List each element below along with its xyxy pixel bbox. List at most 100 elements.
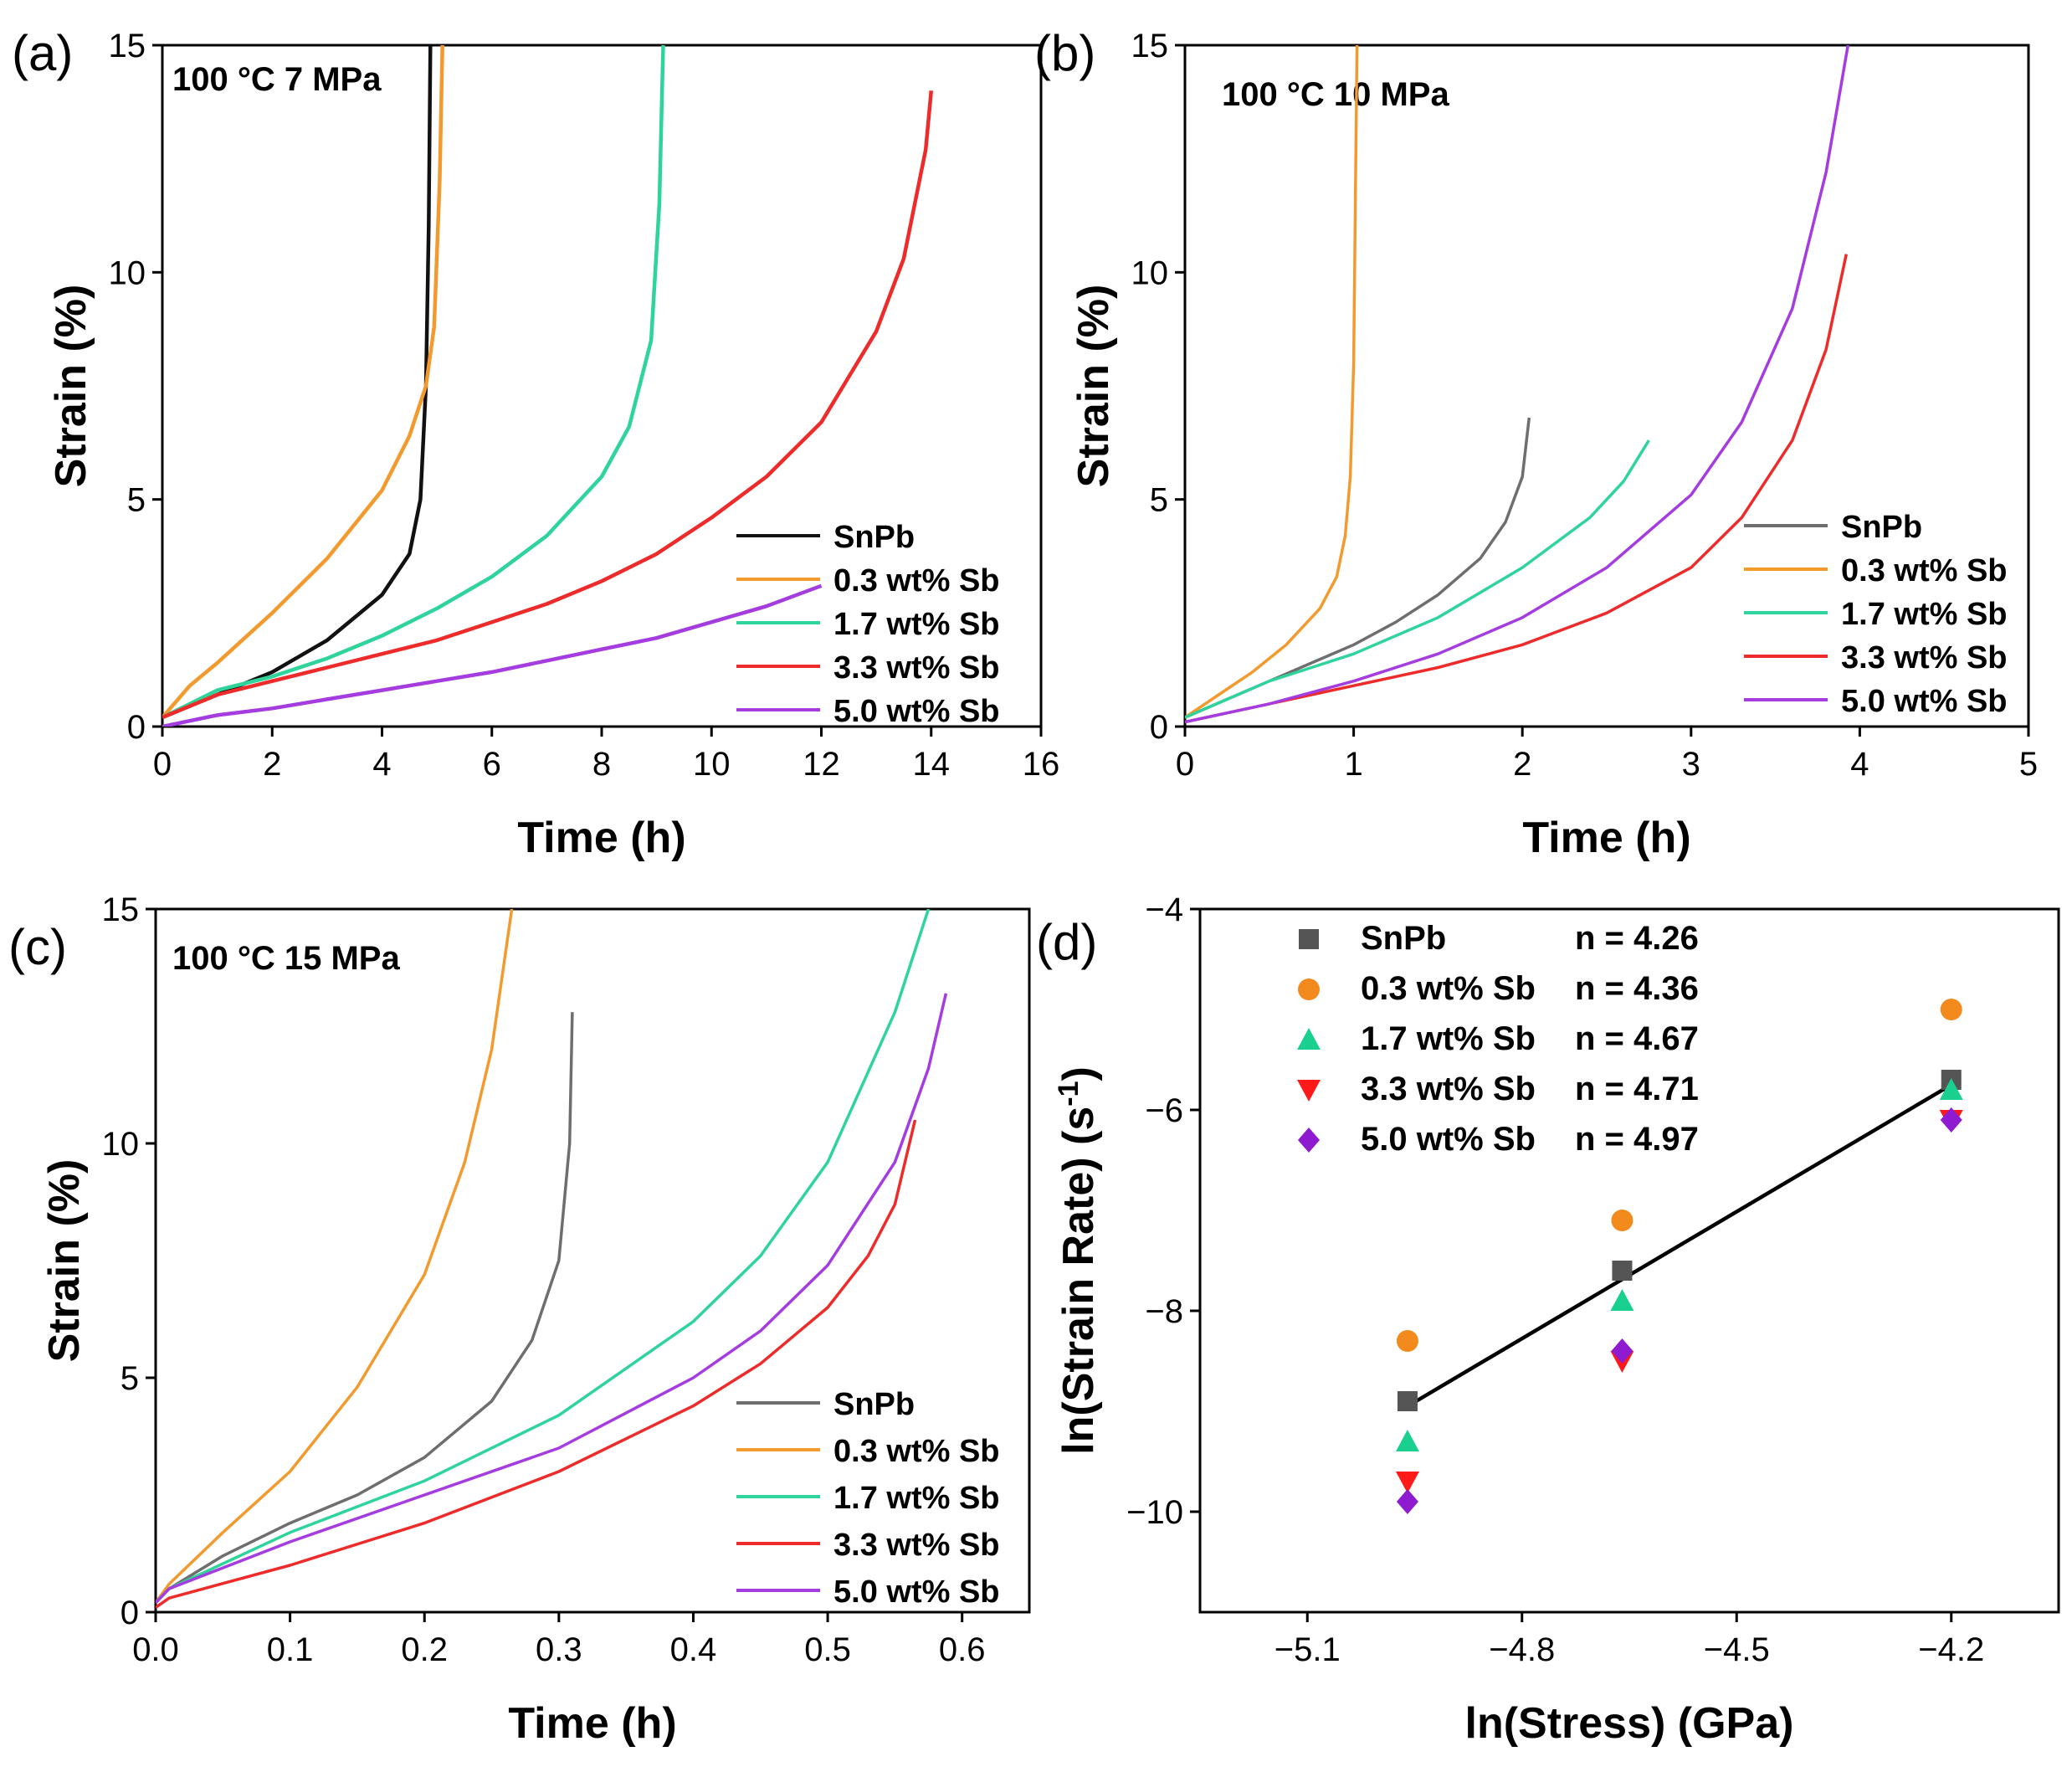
legend-marker-d-2 — [1297, 1028, 1321, 1050]
series-line-b-1 — [1185, 45, 1359, 719]
legend-label-d-0: SnPb — [1361, 920, 1446, 957]
data-point-1-1 — [1611, 1210, 1633, 1231]
plot-frame-c — [154, 907, 1031, 1614]
series-line-c-2 — [156, 909, 931, 1605]
x-tick-label-a: 0 — [153, 746, 172, 783]
legend-marker-d-1 — [1298, 979, 1320, 1000]
y-tick-label-a: 5 — [127, 482, 146, 519]
y-tick-label-b: 10 — [1131, 254, 1169, 291]
legend-label-c-0: SnPb — [833, 1387, 915, 1422]
legend-marker-d-0 — [1299, 929, 1319, 949]
y-tick-label-b: 5 — [1150, 482, 1168, 519]
y-tick-label-b: 0 — [1150, 709, 1168, 746]
data-point-1-2 — [1940, 999, 1962, 1020]
series-line-b-0 — [1185, 417, 1531, 719]
x-axis-title-c: Time (h) — [508, 1699, 676, 1748]
x-tick-label-c: 0.3 — [536, 1631, 582, 1668]
panel-c: 0.0 0.1 0.2 0.3 0.4 0.5 0.6 0 5 10 15 (c) Time (h) St… — [8, 891, 1031, 1748]
x-tick-label-b: 4 — [1850, 746, 1869, 783]
series-line-a-3 — [162, 90, 934, 720]
legend-label-c-4: 5.0 wt% Sb — [833, 1574, 1000, 1610]
y-tick-label-a: 0 — [127, 709, 146, 746]
x-tick-label-a: 16 — [1023, 746, 1060, 783]
y-axis-title-c: Strain (%) — [40, 1159, 89, 1363]
data-point-3-0 — [1395, 1472, 1419, 1493]
x-tick-label-a: 14 — [913, 746, 951, 783]
y-tick-label-c: 5 — [121, 1360, 139, 1397]
panel-b: 0 1 2 3 4 5 0 5 10 15 (b) Time (h) Strain (%) 100 °C … — [1034, 25, 2038, 862]
legend-label-d-4: 5.0 wt% Sb — [1361, 1121, 1536, 1158]
y-tick-label-a: 15 — [109, 28, 146, 64]
x-axis-title-a: Time (h) — [517, 814, 685, 862]
data-point-2-2 — [1939, 1078, 1963, 1100]
y-axis-title-d: ln(Strain Rate) (s-1) — [1053, 1066, 1103, 1455]
series-line-a-0 — [162, 45, 433, 720]
condition-annotation-c: 100 °C 15 MPa — [172, 940, 400, 977]
x-tick-label-a: 10 — [693, 746, 731, 783]
y-tick-label-b: 15 — [1131, 28, 1169, 64]
condition-annotation-a: 100 °C 7 MPa — [172, 61, 382, 98]
series-line-c-1 — [156, 909, 514, 1604]
x-tick-label-b: 1 — [1344, 746, 1362, 783]
legend-label-a-1: 0.3 wt% Sb — [833, 563, 1000, 598]
data-point-2-1 — [1610, 1289, 1634, 1311]
x-tick-label-a: 12 — [803, 746, 840, 783]
legend-label-a-4: 5.0 wt% Sb — [833, 694, 1000, 729]
x-tick-label-c: 0.6 — [939, 1631, 986, 1668]
legend-label-b-2: 1.7 wt% Sb — [1841, 597, 2008, 632]
data-point-1-0 — [1396, 1330, 1418, 1352]
x-tick-label-c: 0.2 — [401, 1631, 448, 1668]
legend-label-b-3: 3.3 wt% Sb — [1841, 640, 2008, 675]
x-tick-label-a: 8 — [592, 746, 611, 783]
x-tick-label-c: 0.5 — [804, 1631, 851, 1668]
series-line-b-2 — [1185, 439, 1650, 719]
series-line-c-0 — [156, 1012, 574, 1605]
legend-label-c-1: 0.3 wt% Sb — [833, 1434, 1000, 1469]
panel-label-b: (b) — [1034, 25, 1095, 81]
legend-n-value-d-1: n = 4.36 — [1575, 970, 1699, 1007]
x-tick-label-b: 5 — [2019, 746, 2038, 783]
fit-line — [1406, 1083, 1952, 1408]
legend-n-value-d-4: n = 4.97 — [1575, 1121, 1699, 1158]
x-tick-label-d: −4.5 — [1704, 1631, 1770, 1668]
y-axis-title-close: ) — [1054, 1066, 1103, 1081]
y-tick-label-d: −8 — [1145, 1293, 1183, 1330]
x-tick-label-a: 6 — [483, 746, 501, 783]
x-tick-label-b: 0 — [1176, 746, 1194, 783]
legend-label-b-1: 0.3 wt% Sb — [1841, 553, 2008, 588]
legend-n-value-d-3: n = 4.71 — [1575, 1071, 1699, 1107]
y-tick-label-d: −4 — [1145, 891, 1183, 928]
y-tick-label-c: 10 — [102, 1126, 140, 1163]
x-tick-label-c: 0.1 — [267, 1631, 314, 1668]
series-line-c-4 — [156, 993, 948, 1605]
series-line-a-4 — [162, 583, 823, 727]
panel-label-a: (a) — [12, 25, 73, 81]
x-axis-title-d: ln(Stress) (GPa) — [1465, 1699, 1794, 1748]
panel-a: 0 2 4 6 8 10 12 14 16 0 5 10 15 (a) Time (h) Strain (%)… — [12, 25, 1059, 862]
legend-label-a-2: 1.7 wt% Sb — [833, 607, 1000, 642]
legend-label-a-3: 3.3 wt% Sb — [833, 650, 1000, 686]
legend-label-a-0: SnPb — [833, 520, 915, 555]
series-line-b-3 — [1185, 254, 1849, 724]
y-tick-label-d: −6 — [1145, 1092, 1183, 1129]
legend-label-d-2: 1.7 wt% Sb — [1361, 1020, 1536, 1057]
data-point-2-0 — [1395, 1430, 1419, 1451]
legend-marker-d-4 — [1298, 1127, 1320, 1153]
data-point-0-1 — [1612, 1261, 1633, 1281]
y-axis-title-main: ln(Strain Rate) (s — [1054, 1107, 1103, 1455]
legend-label-b-0: SnPb — [1841, 510, 1922, 545]
panel-label-d: (d) — [1036, 914, 1097, 970]
data-point-4-0 — [1396, 1489, 1418, 1514]
legend-label-d-3: 3.3 wt% Sb — [1361, 1071, 1536, 1107]
y-tick-label-c: 15 — [102, 891, 140, 928]
x-tick-label-d: −4.2 — [1918, 1631, 1984, 1668]
x-axis-title-b: Time (h) — [1522, 814, 1690, 862]
legend-label-b-4: 5.0 wt% Sb — [1841, 684, 2008, 719]
plot-frame-b — [1183, 44, 2030, 728]
legend-label-d-1: 0.3 wt% Sb — [1361, 970, 1536, 1007]
x-tick-label-b: 3 — [1682, 746, 1700, 783]
series-group-a — [162, 45, 934, 727]
panel-label-c: (c) — [8, 919, 67, 975]
data-point-0-0 — [1397, 1391, 1418, 1411]
